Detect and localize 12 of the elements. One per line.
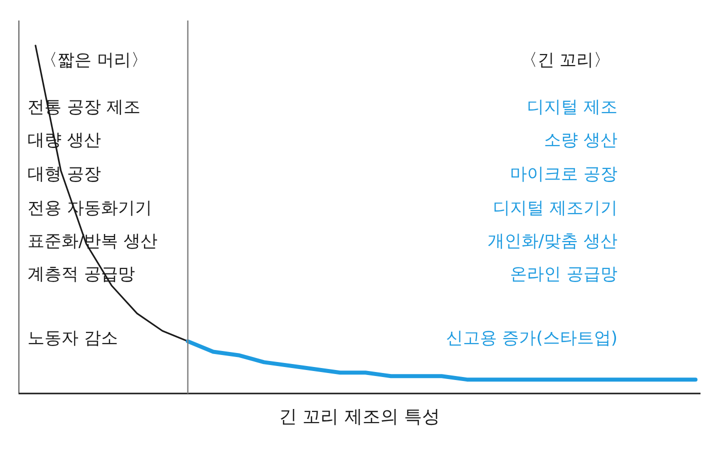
- annotation: 신고용 증가(스타트업): [446, 328, 618, 348]
- annotation: 대형 공장: [28, 164, 101, 184]
- text: 긴 꼬리 제조의 특성: [278, 406, 440, 428]
- annotation: 개인화/맞춤 생산: [487, 232, 618, 252]
- annotation: 〈짧은 머리〉: [40, 50, 148, 70]
- annotation: 온라인 공급망: [510, 264, 618, 284]
- annotation: 소량 생산: [544, 130, 618, 150]
- annotation: 디지털 제조기기: [493, 198, 618, 218]
- annotation: 디지털 제조: [527, 98, 618, 118]
- annotation: 〈긴 꼬리〉: [520, 50, 611, 70]
- annotation: 노동자 감소: [28, 328, 118, 348]
- annotation: 마이크로 공장: [510, 164, 618, 184]
